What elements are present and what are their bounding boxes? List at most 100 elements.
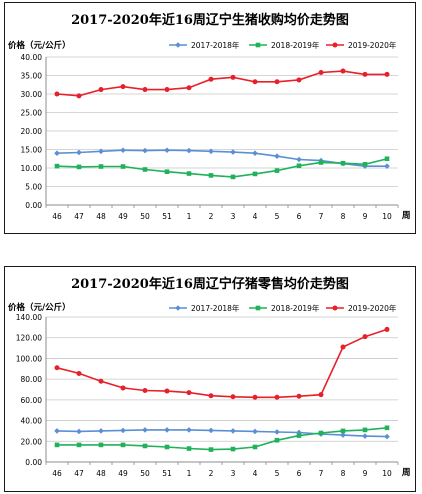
x-axis-unit: 周	[402, 467, 411, 478]
legend-label-1: 2018-2019年	[271, 303, 320, 313]
data-point	[318, 160, 324, 165]
legend-marker-2	[332, 42, 338, 48]
data-point	[76, 370, 82, 376]
data-point	[208, 76, 214, 82]
x-tick-label: 3	[231, 212, 236, 221]
data-point	[54, 163, 60, 169]
x-tick-label: 1	[187, 469, 192, 478]
chart-title: 2017-2020年近16周辽宁生猪收购均价走势图	[71, 12, 349, 28]
data-point	[76, 164, 82, 170]
data-point	[340, 160, 346, 166]
y-axis-label: 价格（元/公斤）	[8, 40, 71, 51]
x-tick-label: 2	[209, 469, 214, 478]
data-point	[230, 74, 236, 80]
data-point	[142, 427, 148, 433]
data-point	[252, 79, 258, 85]
x-tick-label: 47	[74, 469, 84, 478]
data-point	[164, 444, 170, 450]
x-tick-label: 49	[118, 212, 128, 221]
data-point	[208, 148, 214, 155]
legend-label-0: 2017-2018年	[191, 303, 240, 313]
data-point	[142, 147, 148, 154]
x-tick-label: 46	[52, 212, 62, 221]
data-point	[164, 169, 170, 174]
data-point	[296, 77, 302, 83]
x-tick-label: 3	[231, 469, 236, 478]
y-tick-label: 80.00	[21, 375, 43, 384]
x-tick-label: 51	[162, 212, 172, 221]
x-tick-label: 7	[319, 469, 324, 478]
data-point	[384, 156, 390, 162]
data-point	[142, 388, 148, 394]
data-point	[362, 162, 368, 167]
x-tick-label: 50	[140, 212, 150, 221]
data-point	[164, 147, 170, 154]
data-point	[186, 171, 192, 176]
data-point	[274, 153, 280, 159]
data-point	[384, 163, 390, 169]
data-point	[252, 394, 258, 400]
data-point	[142, 167, 148, 172]
data-point	[274, 168, 280, 173]
legend-label-2: 2019-2020年	[348, 40, 397, 50]
data-point	[384, 433, 390, 440]
legend-marker-2	[332, 305, 338, 311]
data-point	[340, 344, 346, 350]
data-point	[120, 84, 126, 90]
data-point	[76, 428, 82, 435]
x-tick-label: 46	[52, 469, 62, 478]
y-tick-label: 15.00	[21, 146, 43, 155]
y-tick-label: 20.00	[21, 127, 43, 136]
chart-panel-hog-purchase: 2017-2020年近16周辽宁生猪收购均价走势图 价格（元/公斤） 2017-20…	[4, 2, 416, 234]
data-point	[98, 87, 104, 93]
data-point	[230, 394, 236, 400]
legend-marker-1	[255, 42, 261, 48]
data-point	[252, 428, 258, 435]
y-tick-label: 0.00	[25, 458, 42, 467]
data-point	[252, 150, 258, 156]
data-point	[296, 156, 302, 163]
series-line-2	[56, 70, 387, 97]
data-point	[318, 430, 324, 436]
data-point	[186, 147, 192, 154]
legend-label-2: 2019-2020年	[348, 303, 397, 313]
data-point	[384, 425, 390, 431]
data-point	[274, 394, 280, 400]
chart-panel-piglet-retail: 2017-2020年近16周辽宁仔猪零售均价走势图 价格（元/公斤） 2017-20…	[4, 266, 416, 492]
data-point	[120, 164, 126, 169]
x-tick-label: 48	[96, 469, 106, 478]
data-point	[54, 365, 60, 371]
x-tick-label: 5	[275, 212, 280, 221]
data-point	[340, 432, 346, 438]
series-line-1	[56, 158, 388, 178]
data-point	[54, 428, 60, 434]
x-axis-unit: 周	[402, 210, 411, 221]
data-point	[318, 70, 324, 76]
x-tick-label: 47	[74, 212, 84, 221]
data-point	[208, 427, 214, 434]
y-tick-label: 40.00	[21, 53, 43, 62]
data-point	[384, 326, 390, 332]
x-tick-label: 6	[297, 469, 302, 478]
y-tick-label: 5.00	[25, 183, 42, 192]
x-tick-label: 49	[118, 469, 128, 478]
data-point	[120, 442, 126, 448]
y-tick-label: 35.00	[21, 72, 43, 81]
data-point	[186, 390, 192, 396]
data-point	[296, 393, 302, 399]
data-point	[296, 163, 302, 169]
data-point	[362, 71, 368, 77]
data-point	[296, 429, 302, 436]
data-point	[76, 149, 82, 156]
data-point	[186, 427, 192, 433]
data-point	[340, 428, 346, 434]
series-line-0	[56, 429, 388, 438]
data-point	[230, 174, 236, 180]
data-point	[164, 87, 170, 93]
data-point	[384, 71, 390, 77]
data-point	[230, 149, 236, 155]
data-point	[274, 79, 280, 85]
y-axis-label: 价格（元/公斤）	[8, 302, 71, 313]
y-tick-label: 120.00	[16, 334, 42, 343]
